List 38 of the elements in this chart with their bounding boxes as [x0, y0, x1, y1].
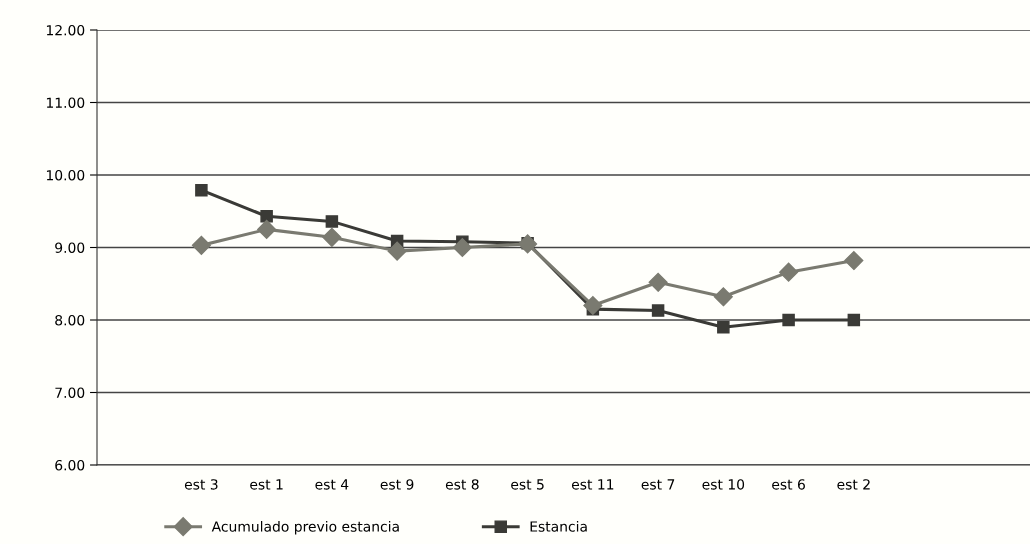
x-tick-label: est 10: [702, 479, 745, 490]
legend-label: Acumulado previo estancia: [211, 521, 399, 535]
point: [387, 241, 407, 261]
y-tick-label: 6.00: [55, 459, 85, 471]
point: [195, 183, 208, 197]
point: [844, 251, 864, 271]
x-tick-label: est 7: [641, 479, 675, 490]
point: [782, 313, 795, 327]
y-tick-label: 8.00: [55, 314, 85, 326]
point: [779, 262, 799, 282]
x-tick-label: est 2: [837, 479, 870, 490]
x-tick-label: est 5: [511, 479, 544, 490]
x-tick-label: est 8: [445, 479, 479, 490]
x-tick-label: est 6: [772, 479, 805, 490]
point: [322, 227, 342, 247]
point: [717, 320, 730, 334]
x-tick-label: est 1: [250, 479, 283, 490]
y-tick-label: 12.00: [46, 24, 85, 36]
point: [648, 272, 668, 292]
x-tick-label: est 11: [571, 479, 614, 490]
point: [325, 215, 339, 228]
point: [518, 234, 538, 254]
y-tick-label: 9.00: [55, 242, 85, 253]
legend-label: Estancia: [530, 521, 587, 532]
point: [713, 287, 733, 307]
y-tick-label: 10.00: [46, 169, 85, 181]
point: [260, 210, 273, 223]
x-tick-label: est 3: [184, 479, 218, 490]
point: [257, 219, 277, 239]
point: [191, 235, 211, 255]
y-tick-label: 11.00: [46, 97, 85, 108]
point: [583, 295, 603, 316]
point: [452, 237, 472, 258]
y-tick-label: 7.00: [55, 387, 85, 398]
point: [651, 304, 665, 317]
point: [847, 313, 861, 327]
x-tick-label: est 4: [315, 479, 349, 490]
x-tick-label: est 9: [380, 479, 414, 490]
